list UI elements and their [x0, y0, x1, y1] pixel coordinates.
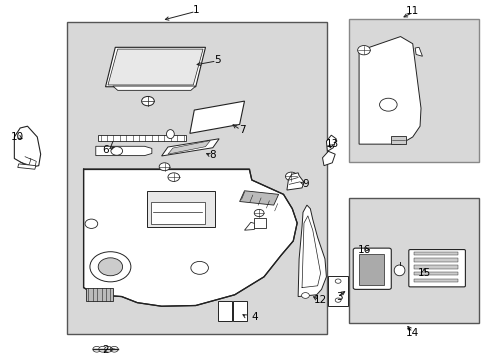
Circle shape: [159, 163, 169, 171]
Polygon shape: [326, 135, 335, 151]
Bar: [358, 254, 384, 285]
Polygon shape: [108, 49, 203, 85]
Circle shape: [379, 98, 396, 111]
Circle shape: [99, 346, 106, 352]
Bar: [413, 279, 457, 282]
FancyBboxPatch shape: [352, 248, 390, 289]
Circle shape: [90, 252, 131, 282]
Text: 16: 16: [357, 245, 370, 255]
Bar: [413, 272, 457, 275]
Text: 4: 4: [250, 312, 257, 322]
Circle shape: [85, 219, 98, 228]
Text: 7: 7: [238, 125, 245, 135]
Text: 13: 13: [325, 139, 338, 149]
Polygon shape: [189, 101, 244, 134]
Bar: [66, 22, 327, 334]
Circle shape: [334, 298, 340, 302]
Text: 6: 6: [102, 144, 109, 154]
Polygon shape: [161, 139, 219, 156]
Bar: [151, 202, 204, 224]
Bar: [218, 301, 231, 320]
Ellipse shape: [393, 265, 404, 276]
Circle shape: [301, 293, 309, 298]
Text: 9: 9: [302, 179, 308, 189]
Circle shape: [104, 346, 112, 352]
Bar: [348, 198, 478, 323]
Bar: [147, 191, 215, 226]
Bar: [348, 19, 478, 162]
Polygon shape: [18, 164, 36, 169]
Circle shape: [167, 173, 179, 181]
Bar: [413, 258, 457, 262]
Circle shape: [111, 147, 122, 155]
Bar: [413, 252, 457, 255]
Polygon shape: [358, 37, 420, 144]
Polygon shape: [98, 135, 185, 141]
Circle shape: [142, 96, 154, 106]
Circle shape: [190, 261, 208, 274]
Text: 11: 11: [405, 6, 419, 17]
Polygon shape: [414, 47, 422, 56]
Text: 15: 15: [417, 268, 430, 278]
Polygon shape: [244, 222, 255, 230]
Polygon shape: [286, 173, 304, 190]
Text: 1: 1: [192, 5, 199, 15]
Polygon shape: [105, 47, 205, 87]
Polygon shape: [14, 126, 41, 167]
Circle shape: [334, 279, 340, 283]
Polygon shape: [167, 140, 210, 154]
Text: 5: 5: [214, 55, 221, 65]
Circle shape: [98, 258, 122, 276]
Bar: [328, 276, 347, 306]
Text: 10: 10: [11, 132, 24, 142]
Bar: [233, 301, 246, 320]
Polygon shape: [239, 191, 278, 205]
FancyBboxPatch shape: [408, 249, 465, 287]
Text: 12: 12: [313, 295, 326, 305]
Circle shape: [357, 45, 369, 55]
Polygon shape: [298, 205, 326, 297]
Bar: [254, 218, 266, 228]
Circle shape: [254, 210, 264, 217]
Polygon shape: [96, 146, 152, 156]
Text: 2: 2: [102, 345, 109, 355]
Polygon shape: [322, 151, 334, 166]
Circle shape: [110, 346, 118, 352]
Polygon shape: [113, 86, 195, 90]
Polygon shape: [86, 288, 113, 301]
Bar: [390, 136, 406, 144]
Circle shape: [93, 346, 101, 352]
Bar: [413, 265, 457, 269]
Ellipse shape: [166, 130, 174, 139]
Circle shape: [285, 172, 297, 181]
Text: 8: 8: [209, 150, 216, 160]
Polygon shape: [83, 169, 297, 306]
Text: 3: 3: [336, 292, 342, 302]
Text: 14: 14: [405, 328, 419, 338]
